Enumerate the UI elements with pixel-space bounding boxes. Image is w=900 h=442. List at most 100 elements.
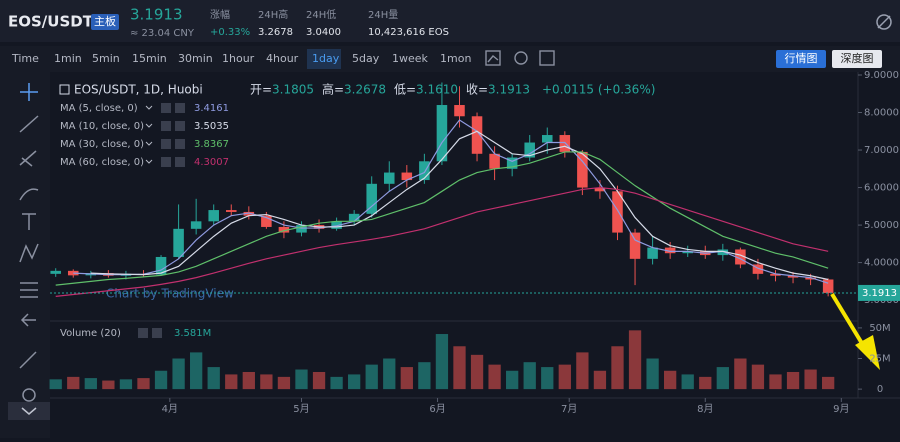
ohlc-value: 3.2678 [344,83,386,97]
interval[interactable]: 30min [178,52,213,65]
ma-eye[interactable] [161,121,171,131]
candle-body [436,105,448,162]
ma-line [55,151,829,286]
volume-value: 3.581M [174,328,211,339]
candle-body [243,211,255,216]
volume-title: Volume (20) [60,328,121,339]
candle-body [752,264,764,274]
interval[interactable]: 1hour [222,52,255,65]
volume-bar [593,370,607,390]
ma-close[interactable] [175,139,185,149]
interval[interactable]: 1mon [440,52,471,65]
ma-eye[interactable] [161,103,171,113]
stat-label: 涨幅 [210,8,230,21]
volume-bar [558,364,571,390]
y-tick-label: 0 [877,384,883,395]
volume-bar [312,371,326,390]
ma-legend-name: MA (10, close, 0) [60,121,144,132]
drawing-tools[interactable] [19,83,39,402]
volume-bar [137,378,150,390]
collapse-box[interactable] [59,84,70,95]
ma-legend-value: 3.4161 [194,103,229,114]
volume-bar [506,370,519,390]
ma-legend-name: MA (30, close, 0) [60,139,144,150]
watermark: Chart by TradingView [106,287,234,301]
volume-bar [576,352,589,390]
header-bar [0,0,900,42]
candle-body [541,135,553,143]
volume-bar [681,374,694,390]
toolbar-icons[interactable] [485,50,555,66]
ohlc-value: 3.1610 [416,83,458,97]
collapse-button[interactable] [8,402,50,420]
candle-body [50,270,61,274]
interval[interactable]: 1week [392,52,429,65]
interval[interactable]: 1day [312,52,340,65]
x-tick-label: 9月 [833,403,849,415]
candle-body [612,191,623,233]
candle-body [629,232,641,259]
x-tick-label: 5月 [293,403,309,415]
interval[interactable]: 15min [132,52,167,65]
stat-label: 24H低 [306,8,336,21]
ma-legend-value: 4.3007 [194,157,229,168]
candle-body [735,249,746,265]
interval[interactable]: 5min [92,52,120,65]
view-button[interactable] [832,50,882,68]
collapse-icon [21,407,37,415]
volume-bar [207,367,220,390]
candle-body [208,210,219,222]
interval[interactable]: 4hour [266,52,299,65]
volume-bar [699,376,712,390]
candle-body [173,228,184,257]
change: +0.0115 (+0.36%) [542,83,655,97]
candle-body [647,247,658,259]
interval[interactable]: Time [11,52,39,65]
vol-eye[interactable] [138,328,148,338]
candle-body [489,153,500,169]
ma-legend-name: MA (5, close, 0) [60,103,138,114]
stat-label: 24H量 [368,9,398,21]
ma-line [55,186,829,297]
volume-bar [523,362,536,390]
ma-close[interactable] [175,121,185,131]
volume-bar [225,374,238,390]
volume-bar [541,367,554,390]
candle-body [664,247,676,254]
settings-icon[interactable] [876,14,892,30]
y-tick-label: 4.0000 [864,258,899,269]
ma-dropdown[interactable] [145,123,153,128]
interval[interactable]: 1min [54,52,82,65]
candle-body [770,273,781,276]
candle-body [190,221,202,229]
y-tick-label: 5.0000 [864,220,899,231]
interval[interactable]: 5day [352,52,380,65]
x-tick-label: 8月 [697,403,713,415]
ma-line [73,119,829,284]
ohlc-label: 收= [466,83,488,97]
ma-dropdown[interactable] [145,105,153,110]
view-label: 行情图 [785,52,818,65]
vol-close[interactable] [152,328,162,338]
view-button[interactable] [776,50,826,68]
y-tick-label: 7.0000 [864,145,899,156]
ma-dropdown[interactable] [145,159,153,164]
x-tick-label: 7月 [561,403,577,415]
ma-eye[interactable] [161,157,171,167]
ma-dropdown[interactable] [145,141,153,146]
volume-bar [646,358,659,390]
ma-eye[interactable] [161,139,171,149]
y-tick-label: 25M [869,354,890,365]
ma-line [90,130,829,281]
annotation-arrowhead [855,335,880,370]
volume-bar [295,369,308,390]
pair: EOS/USDT [8,13,94,31]
volume-bar [628,330,642,390]
volume-bar [330,376,343,390]
price-tag-label: 3.1913 [862,288,897,299]
stat-value: 3.2678 [258,27,293,38]
ma-close[interactable] [175,157,185,167]
price-tag [858,284,900,301]
ma-close[interactable] [175,103,185,113]
volume-bar [190,352,203,390]
